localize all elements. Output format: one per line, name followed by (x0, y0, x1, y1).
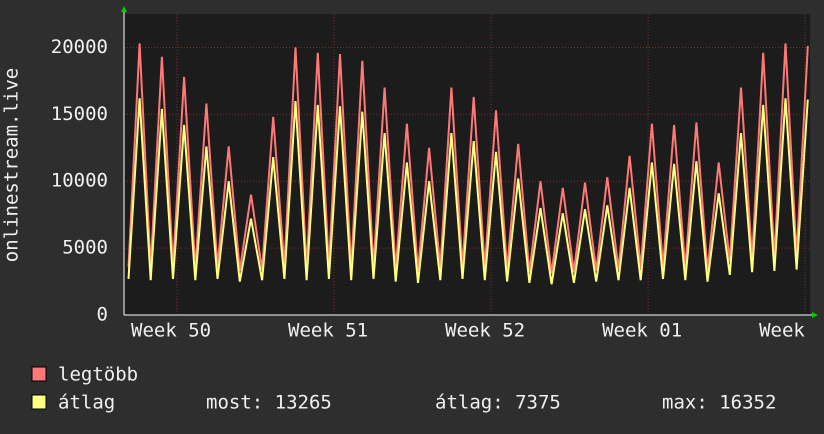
axis-arrow (121, 6, 127, 12)
stat-text: átlag: 7375 (435, 392, 561, 414)
y-axis-label: onlinestream.live (1, 68, 23, 262)
y-tick-label: 15000 (51, 103, 108, 125)
axis-arrow (812, 312, 818, 318)
stat-text: most: 13265 (206, 392, 332, 414)
legend: legtöbb átlag most: 13265 átlag: 7375 max: 1… (31, 364, 776, 414)
x-tick-label: Week (759, 320, 805, 342)
stat-text: max: 16352 (662, 392, 776, 414)
x-tick-label: Week 50 (131, 320, 211, 342)
y-tick-label: 5000 (62, 237, 108, 259)
x-tick-label: Week 01 (602, 320, 682, 342)
x-tick-label: Week 52 (445, 320, 525, 342)
y-tick-label: 0 (97, 304, 108, 326)
series-line (127, 43, 809, 274)
legend-swatch (31, 366, 47, 382)
legend-label: átlag (58, 392, 115, 414)
legend-swatch (31, 394, 47, 410)
plot (124, 14, 810, 316)
y-tick-label: 20000 (51, 36, 108, 58)
y-tick-label: 10000 (51, 170, 108, 192)
legend-label: legtöbb (58, 364, 138, 386)
series-line (127, 98, 809, 285)
x-tick-label: Week 51 (288, 320, 368, 342)
